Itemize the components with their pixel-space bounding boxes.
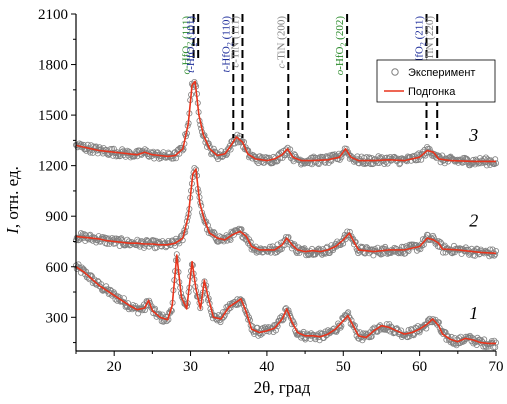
experiment-point [150, 237, 157, 244]
curve-label-3: 3 [468, 125, 478, 145]
y-tick-label: 300 [46, 310, 69, 326]
y-axis-title-symbol: I [3, 227, 22, 235]
experiment-point [370, 328, 377, 335]
legend-marker-experiment [391, 68, 399, 76]
experiment-points-1 [73, 251, 499, 351]
experiment-point [492, 251, 499, 258]
experiment-point [135, 310, 142, 317]
experiment-point [367, 161, 374, 168]
experiment-point [471, 252, 478, 259]
plot-area: 1 2 3 [73, 79, 499, 351]
fit-line-2 [75, 168, 497, 255]
peak-label: o-HfO2 (202) [334, 16, 348, 76]
experiment-point [315, 161, 322, 168]
experiment-point [438, 329, 445, 336]
y-axis-title: I, отн. ед. [3, 166, 22, 235]
y-tick-label: 2100 [38, 7, 68, 23]
legend: Эксперимент Подгонка [376, 59, 496, 103]
x-tick-label: 60 [412, 359, 427, 375]
experiment-point [464, 156, 471, 163]
experiment-point [163, 318, 170, 325]
experiment-point [338, 238, 345, 245]
experiment-point [376, 323, 383, 330]
experiment-point [372, 158, 379, 165]
experiment-point [492, 344, 499, 351]
y-tick-label: 900 [46, 209, 69, 225]
experiment-point [339, 237, 346, 244]
y-tick-label: 600 [46, 260, 69, 276]
experiment-point [376, 249, 383, 256]
y-tick-label: 1200 [38, 159, 68, 175]
experiment-point [235, 139, 242, 146]
x-tick-label: 40 [259, 359, 274, 375]
experiment-point [440, 249, 447, 256]
experiment-point [227, 236, 234, 243]
experiment-point [381, 160, 388, 167]
experiment-point [416, 242, 423, 249]
experiment-point [489, 246, 496, 253]
experiment-point [481, 336, 488, 343]
experiment-point [492, 247, 499, 254]
y-tick-label: 1500 [38, 108, 68, 124]
x-tick-label: 50 [336, 359, 351, 375]
experiment-points-2 [73, 164, 499, 260]
experiment-point [422, 321, 429, 328]
experiment-point [344, 228, 351, 235]
peak-label: c-TiN (200) [275, 16, 287, 69]
experiment-point [418, 156, 425, 163]
x-tick-label: 20 [107, 359, 122, 375]
axes: 20 30 40 50 60 70 300 600 900 1200 1500 1800 2100 [38, 7, 504, 375]
y-tick-label: 1800 [38, 58, 68, 74]
experiment-point [490, 344, 497, 351]
experiment-point [120, 295, 127, 302]
legend-label-experiment: Эксперимент [408, 67, 475, 79]
legend-box [376, 59, 496, 103]
experiment-point [238, 138, 245, 145]
experiment-point [310, 153, 317, 160]
experiment-point [273, 158, 280, 165]
x-tick-label: 30 [183, 359, 198, 375]
experiment-point [210, 228, 217, 235]
peak-label: t-HfO2 (101) [185, 16, 199, 73]
experiment-point [370, 252, 377, 259]
fit-line-1 [75, 254, 496, 345]
peak-label: t-HfO2 (110) [220, 16, 234, 73]
experiment-point [116, 153, 123, 160]
fit-line-3 [75, 80, 496, 163]
legend-label-fit: Подгонка [408, 86, 456, 98]
peak-label: c-TiN (111) [229, 16, 241, 68]
experiment-point [254, 324, 261, 331]
experiment-point [137, 239, 144, 246]
experiment-point [323, 153, 330, 160]
x-axis-title: 2θ, град [254, 378, 311, 397]
experiment-point [306, 156, 313, 163]
curve-label-1: 1 [469, 303, 478, 323]
x-tick-label: 70 [489, 359, 504, 375]
peak-label: o-HfO2 (111) [181, 16, 195, 75]
peak-annotations: o-HfO2 (111)t-HfO2 (101)t-HfO2 (110)c-Ti… [181, 14, 439, 138]
experiment-point [431, 238, 438, 245]
experiment-point [224, 145, 231, 152]
y-axis-title-rest: , отн. ед. [3, 166, 22, 228]
experiment-point [396, 161, 403, 168]
experiment-point [241, 232, 248, 239]
curve-label-2: 2 [469, 210, 478, 230]
experiment-point [392, 245, 399, 252]
